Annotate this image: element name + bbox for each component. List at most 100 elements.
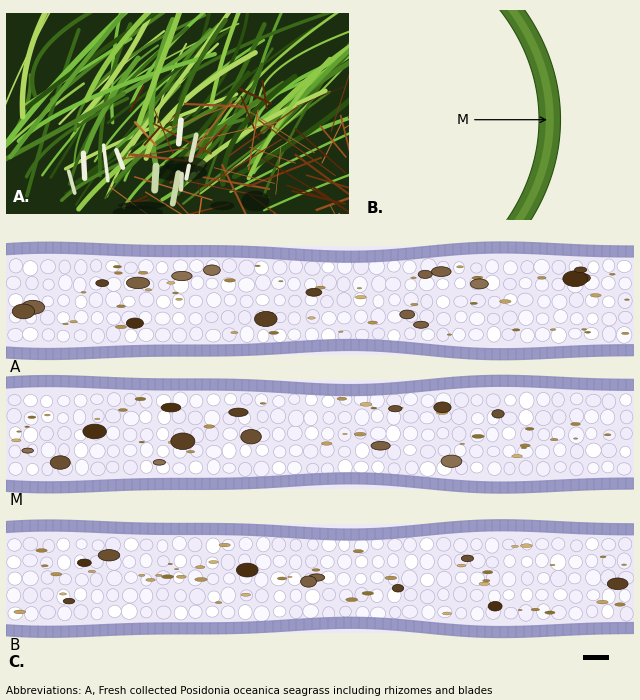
Ellipse shape xyxy=(411,277,417,279)
Ellipse shape xyxy=(58,426,71,440)
Ellipse shape xyxy=(486,394,500,407)
Ellipse shape xyxy=(586,394,601,407)
Ellipse shape xyxy=(322,261,334,273)
Ellipse shape xyxy=(439,410,451,422)
Ellipse shape xyxy=(173,428,185,442)
Ellipse shape xyxy=(586,554,598,568)
Ellipse shape xyxy=(337,258,352,274)
Ellipse shape xyxy=(273,260,287,274)
Ellipse shape xyxy=(534,260,549,274)
Ellipse shape xyxy=(91,608,103,620)
Ellipse shape xyxy=(156,606,171,619)
Ellipse shape xyxy=(206,557,218,569)
Ellipse shape xyxy=(447,334,452,335)
Ellipse shape xyxy=(90,276,102,290)
Ellipse shape xyxy=(586,570,601,586)
Ellipse shape xyxy=(552,393,564,407)
Ellipse shape xyxy=(301,576,317,587)
Ellipse shape xyxy=(454,296,468,307)
Ellipse shape xyxy=(123,411,139,426)
Ellipse shape xyxy=(140,588,153,603)
Ellipse shape xyxy=(74,555,86,568)
Ellipse shape xyxy=(602,605,614,619)
Ellipse shape xyxy=(257,537,270,552)
Ellipse shape xyxy=(254,461,269,477)
Ellipse shape xyxy=(122,588,138,603)
Ellipse shape xyxy=(355,428,366,439)
Ellipse shape xyxy=(590,293,601,297)
Ellipse shape xyxy=(206,445,222,458)
Ellipse shape xyxy=(22,448,33,453)
Ellipse shape xyxy=(586,443,601,458)
Ellipse shape xyxy=(124,262,138,274)
Ellipse shape xyxy=(520,544,532,547)
Ellipse shape xyxy=(157,588,168,601)
Ellipse shape xyxy=(57,589,70,604)
Ellipse shape xyxy=(156,574,162,576)
Ellipse shape xyxy=(8,395,21,405)
Ellipse shape xyxy=(600,556,606,558)
Ellipse shape xyxy=(607,578,628,589)
Ellipse shape xyxy=(372,328,385,340)
Ellipse shape xyxy=(602,538,616,551)
Polygon shape xyxy=(6,375,634,396)
Ellipse shape xyxy=(240,393,253,405)
Ellipse shape xyxy=(138,282,143,284)
Ellipse shape xyxy=(7,588,20,603)
Ellipse shape xyxy=(602,276,615,290)
Polygon shape xyxy=(6,473,634,493)
Ellipse shape xyxy=(208,591,220,603)
Ellipse shape xyxy=(106,277,121,291)
Ellipse shape xyxy=(140,411,152,424)
Ellipse shape xyxy=(124,461,138,475)
Ellipse shape xyxy=(58,395,70,407)
Ellipse shape xyxy=(189,295,203,307)
Ellipse shape xyxy=(273,446,286,458)
Ellipse shape xyxy=(177,575,186,578)
Ellipse shape xyxy=(269,331,278,335)
Bar xyxy=(6,246,634,356)
Ellipse shape xyxy=(256,554,271,570)
Ellipse shape xyxy=(272,428,285,441)
Ellipse shape xyxy=(188,411,202,425)
Ellipse shape xyxy=(353,550,364,553)
Ellipse shape xyxy=(487,410,499,425)
Ellipse shape xyxy=(73,410,86,425)
Ellipse shape xyxy=(355,443,369,459)
Ellipse shape xyxy=(387,311,403,323)
Ellipse shape xyxy=(385,576,397,580)
Ellipse shape xyxy=(106,326,120,342)
Ellipse shape xyxy=(172,272,192,281)
Ellipse shape xyxy=(221,311,235,324)
Ellipse shape xyxy=(207,459,220,475)
Ellipse shape xyxy=(58,555,70,570)
Ellipse shape xyxy=(74,605,88,620)
Ellipse shape xyxy=(602,461,614,473)
Ellipse shape xyxy=(550,438,558,441)
Ellipse shape xyxy=(304,573,317,584)
Ellipse shape xyxy=(486,556,499,568)
Ellipse shape xyxy=(70,321,77,323)
Ellipse shape xyxy=(438,606,452,617)
Ellipse shape xyxy=(388,294,401,306)
Ellipse shape xyxy=(173,276,189,293)
Ellipse shape xyxy=(92,312,104,324)
Ellipse shape xyxy=(206,606,218,617)
Ellipse shape xyxy=(138,271,148,274)
Ellipse shape xyxy=(620,410,633,424)
Ellipse shape xyxy=(21,300,45,314)
Ellipse shape xyxy=(355,310,367,323)
Ellipse shape xyxy=(98,550,120,561)
Ellipse shape xyxy=(355,556,368,568)
Ellipse shape xyxy=(323,607,335,620)
Ellipse shape xyxy=(106,260,120,272)
Ellipse shape xyxy=(222,443,236,459)
Ellipse shape xyxy=(107,589,119,601)
Ellipse shape xyxy=(42,329,55,341)
Ellipse shape xyxy=(388,539,402,551)
Ellipse shape xyxy=(58,444,70,456)
Ellipse shape xyxy=(125,572,138,583)
Ellipse shape xyxy=(26,276,38,290)
Text: B: B xyxy=(10,638,20,652)
Ellipse shape xyxy=(488,590,500,603)
